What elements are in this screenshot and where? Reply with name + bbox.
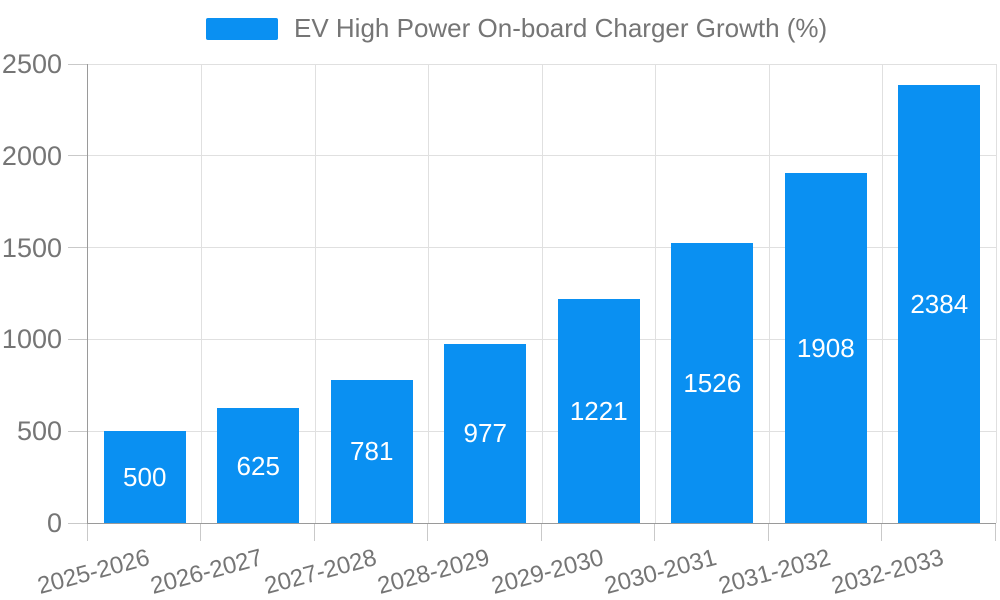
x-axis-tick xyxy=(654,524,655,541)
gridline-vertical xyxy=(655,64,656,523)
y-axis-tick-label: 2000 xyxy=(1,140,62,171)
x-axis-tick xyxy=(313,524,315,541)
y-axis-tick-label: 500 xyxy=(16,416,62,447)
bar-value-label: 977 xyxy=(463,418,507,449)
gridline-vertical xyxy=(882,64,883,523)
x-axis-tick xyxy=(881,524,882,541)
gridline-vertical xyxy=(314,64,316,523)
x-axis-category-label: 2029-2030 xyxy=(488,544,607,600)
bar[interactable]: 781 xyxy=(330,379,413,523)
y-axis-tick xyxy=(68,338,87,340)
legend-swatch-icon xyxy=(206,17,278,40)
y-axis-tick xyxy=(68,155,87,157)
x-axis-category-label: 2030-2031 xyxy=(602,544,720,600)
gridline-vertical xyxy=(428,64,429,523)
bar-value-label: 781 xyxy=(350,436,394,467)
x-axis-category-label: 2031-2032 xyxy=(715,544,834,600)
x-axis-category-label: 2026-2027 xyxy=(148,544,266,600)
bar[interactable]: 1908 xyxy=(784,172,867,523)
gridline-vertical xyxy=(768,64,770,523)
bar-value-label: 1221 xyxy=(569,395,628,426)
gridline-vertical xyxy=(541,64,543,523)
y-axis-tick-label: 1000 xyxy=(1,324,62,355)
x-axis-tick xyxy=(86,524,88,541)
legend-item[interactable]: EV High Power On-board Charger Growth (%… xyxy=(206,13,827,44)
bar[interactable]: 500 xyxy=(103,431,186,523)
x-axis-tick xyxy=(994,524,996,541)
bar[interactable]: 1221 xyxy=(557,298,640,523)
x-axis-tick xyxy=(200,524,201,541)
x-axis-category-label: 2027-2028 xyxy=(261,544,380,600)
x-axis-tick xyxy=(540,524,542,541)
bar-value-label: 500 xyxy=(123,462,167,493)
x-axis-category-label: 2025-2026 xyxy=(34,544,153,600)
bar[interactable]: 625 xyxy=(217,408,300,523)
y-axis-tick-label: 0 xyxy=(46,508,62,538)
bar-value-label: 1908 xyxy=(796,332,855,363)
x-axis-category-label: 2032-2033 xyxy=(829,544,947,600)
plot-area: 500 625 781 977 1221 1526 1908 2384 xyxy=(87,63,997,524)
y-axis-tick xyxy=(68,522,87,524)
bar[interactable]: 1526 xyxy=(671,242,754,523)
bar-value-label: 1526 xyxy=(683,367,742,398)
bar-value-label: 2384 xyxy=(910,289,969,320)
bar[interactable]: 977 xyxy=(444,343,527,523)
y-axis-tick xyxy=(68,247,87,249)
x-axis-tick xyxy=(427,524,428,541)
y-axis-tick xyxy=(68,430,87,432)
y-axis-tick xyxy=(68,63,87,65)
bar[interactable]: 2384 xyxy=(898,85,981,523)
gridline-vertical xyxy=(201,64,202,523)
y-axis-tick-label: 1500 xyxy=(1,232,62,263)
x-axis-category-label: 2028-2029 xyxy=(375,544,493,600)
x-axis-tick xyxy=(767,524,769,541)
legend-label: EV High Power On-board Charger Growth (%… xyxy=(294,13,828,43)
y-axis-tick-label: 2500 xyxy=(1,49,62,79)
gridline-vertical xyxy=(995,64,997,523)
bar-value-label: 625 xyxy=(236,450,280,481)
